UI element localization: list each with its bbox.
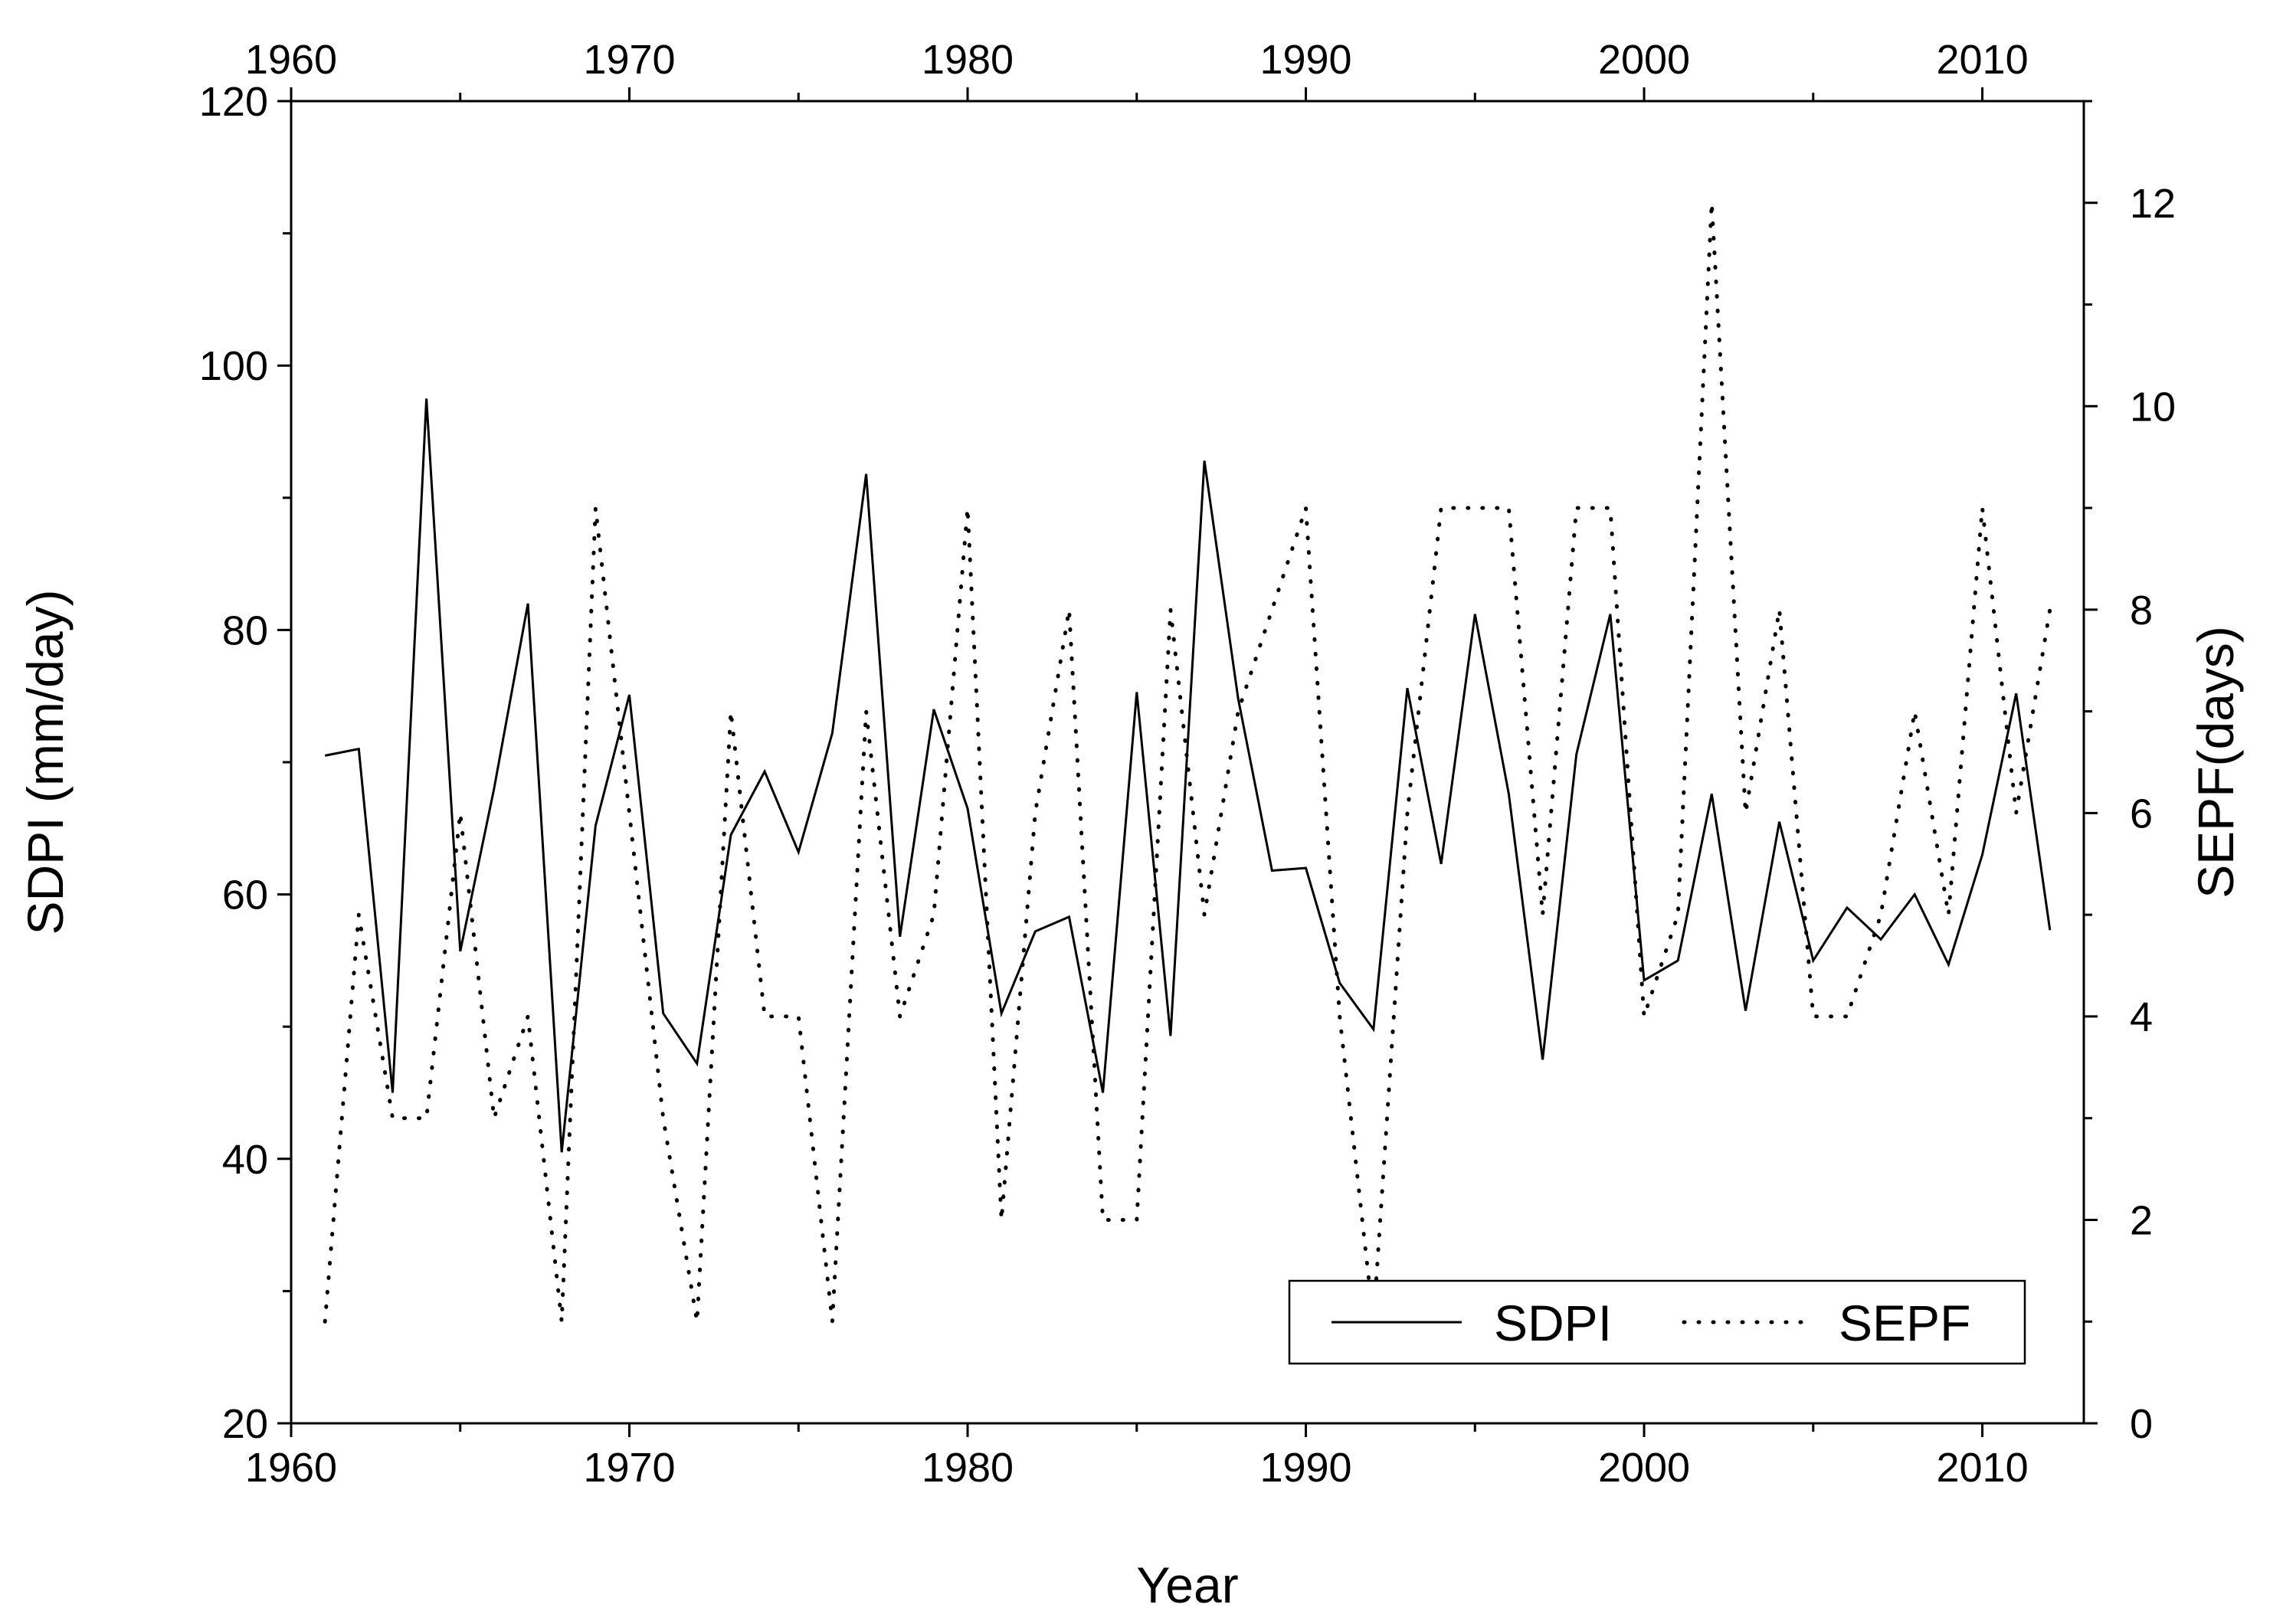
legend-sepf-label: SEPF [1839, 1295, 1970, 1351]
x-tick-label-top: 1960 [245, 37, 337, 83]
y-right-tick-label: 10 [2130, 384, 2176, 430]
ticks-layer: 1960 1960 1970 1970 1980 1980 1990 1990 2000 2000… [199, 37, 2176, 1491]
y-left-tick-label: 100 [199, 343, 268, 389]
x-tick-label-bottom: 1980 [922, 1445, 1014, 1491]
x-tick-label-bottom: 1970 [583, 1445, 675, 1491]
y-left-tick-label: 60 [222, 873, 268, 918]
y-axis-left-title: SDPI (mm/day) [17, 589, 74, 935]
y-left-tick-label: 40 [222, 1137, 268, 1183]
legend-sdpi-label: SDPI [1494, 1295, 1612, 1351]
x-tick-label-top: 1990 [1259, 37, 1351, 83]
y-right-tick-label: 0 [2130, 1401, 2153, 1447]
series-line-sdpi [324, 398, 2052, 1153]
x-tick-label-top: 1980 [922, 37, 1014, 83]
y-right-tick-label: 2 [2130, 1197, 2153, 1243]
x-tick-label-bottom: 2010 [1936, 1445, 2028, 1491]
x-tick-label-top: 1970 [583, 37, 675, 83]
legend: SDPI SEPF [1288, 1279, 2026, 1365]
x-tick-label-bottom: 2000 [1598, 1445, 1690, 1491]
x-tick-label-bottom: 1990 [1259, 1445, 1351, 1491]
y-left-tick-label: 120 [199, 79, 268, 125]
x-tick-label-bottom: 1960 [245, 1445, 337, 1491]
y-left-tick-label: 80 [222, 607, 268, 653]
x-tick-label-top: 2000 [1598, 37, 1690, 83]
y-right-tick-label: 6 [2130, 791, 2153, 837]
y-right-tick-label: 12 [2130, 181, 2176, 227]
x-tick-label-top: 2010 [1936, 37, 2028, 83]
y-axis-right-title: SEPF(days) [2187, 626, 2244, 899]
x-axis-title: Year [1136, 1557, 1238, 1613]
y-left-tick-label: 20 [222, 1401, 268, 1447]
series-layer [323, 201, 2052, 1324]
y-right-tick-label: 4 [2130, 994, 2153, 1040]
y-right-tick-label: 8 [2130, 588, 2153, 634]
